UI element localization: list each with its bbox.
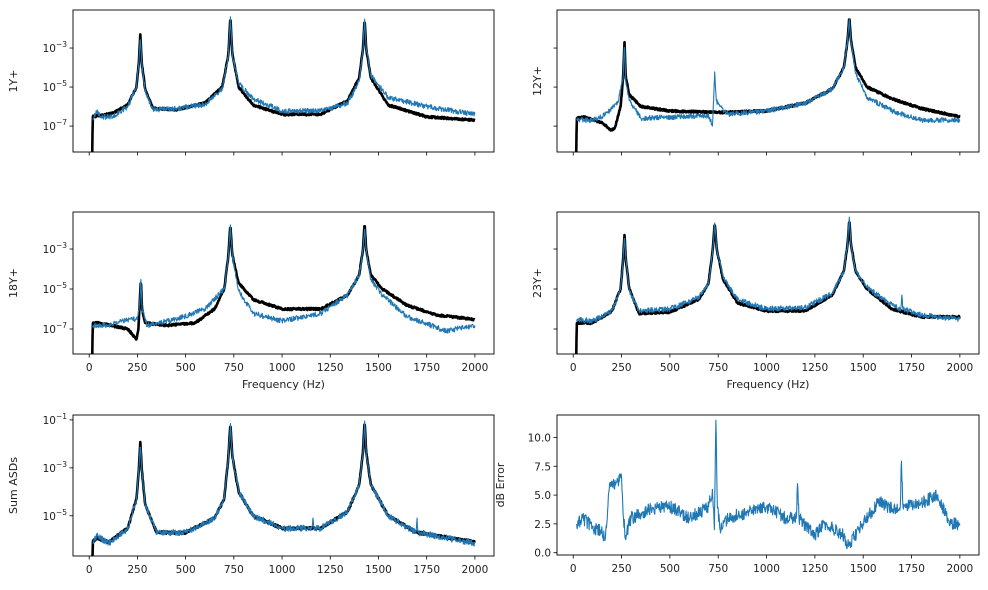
- x-tick-label: 1250: [802, 362, 829, 374]
- tick-base: 10: [43, 244, 56, 256]
- tick-exponent: −1: [56, 412, 67, 421]
- y-tick-label: 0.0: [534, 548, 551, 560]
- x-tick-label: 2000: [946, 362, 973, 374]
- tick-base: 10: [43, 43, 56, 55]
- y-tick-label: 10−7: [43, 118, 68, 133]
- x-tick-label: 1250: [802, 563, 829, 575]
- x-axis-label: Frequency (Hz): [727, 378, 810, 391]
- x-tick-label: 750: [224, 362, 244, 374]
- y-tick-label: 10−3: [43, 40, 68, 55]
- x-tick-label: 500: [660, 563, 680, 575]
- tick-exponent: −5: [56, 281, 67, 290]
- x-tick-label: 1500: [850, 362, 877, 374]
- tick-exponent: −5: [56, 79, 67, 88]
- axes-frame: [556, 211, 980, 355]
- x-tick-label: 0: [86, 362, 93, 374]
- tick-exponent: −3: [56, 241, 67, 250]
- x-tick-label: 750: [708, 362, 728, 374]
- x-tick-label: 1750: [413, 362, 440, 374]
- x-tick-label: 1000: [269, 564, 296, 576]
- x-axis-label: Frequency (Hz): [242, 378, 325, 391]
- x-tick-label: 500: [660, 362, 680, 374]
- x-tick-label: 250: [612, 563, 632, 575]
- y-axis-label: 23Y+: [531, 268, 544, 298]
- subplot-5: 0 250 500 750 1000 1250 1500 1750 200010−110−310…: [7, 412, 495, 576]
- x-tick-label: 1000: [753, 563, 780, 575]
- tick-exponent: −3: [56, 460, 67, 469]
- x-tick-label: 1500: [365, 564, 392, 576]
- axes-frame: [72, 211, 495, 355]
- tick-exponent: −5: [56, 508, 67, 517]
- tick-base: 10: [43, 463, 56, 475]
- series-line-blue: [92, 16, 476, 121]
- subplot-4: 0 250 500 750 1000 1250 1500 1750 2000 23Y+ Freque…: [531, 211, 980, 391]
- tick-base: 10: [43, 121, 56, 133]
- series-line-blue: [576, 216, 961, 324]
- x-tick-label: 1500: [850, 563, 877, 575]
- tick-base: 10: [43, 324, 56, 336]
- y-tick-label: 10.0: [528, 432, 551, 444]
- x-tick-label: 500: [176, 362, 196, 374]
- series-line-black: [90, 19, 476, 152]
- x-tick-label: 0: [86, 564, 93, 576]
- x-tick-label: 1000: [269, 362, 296, 374]
- y-tick-label: 10−1: [43, 412, 68, 427]
- axes-frame: [72, 9, 495, 153]
- x-tick-label: 750: [224, 564, 244, 576]
- tick-base: 10: [43, 415, 56, 427]
- x-tick-label: 500: [176, 564, 196, 576]
- x-tick-label: 2000: [946, 563, 973, 575]
- y-axis-label: Sum ASDs: [7, 457, 20, 514]
- x-tick-label: 1000: [753, 362, 780, 374]
- tick-exponent: −7: [56, 118, 67, 127]
- x-tick-label: 250: [127, 362, 147, 374]
- tick-base: 10: [43, 82, 56, 94]
- y-tick-label: 10−3: [43, 241, 68, 256]
- y-tick-label: 10−5: [43, 79, 68, 94]
- y-axis-label: 1Y+: [7, 70, 20, 93]
- series-line-blue: [576, 18, 961, 127]
- y-axis-label: 18Y+: [7, 268, 20, 298]
- series-line-blue: [576, 419, 961, 550]
- tick-exponent: −7: [56, 321, 67, 330]
- y-axis-label: dB Error: [494, 462, 507, 507]
- y-tick-label: 10−5: [43, 281, 68, 296]
- y-axis-label: 12Y+: [531, 66, 544, 96]
- x-tick-label: 2000: [462, 362, 489, 374]
- y-tick-label: 2.5: [534, 519, 551, 531]
- subplot-1: 10−310−510−71Y+: [7, 9, 495, 156]
- subplot-2: 12Y+: [531, 9, 980, 156]
- x-tick-label: 0: [570, 362, 577, 374]
- tick-base: 10: [43, 511, 56, 523]
- x-tick-label: 750: [708, 563, 728, 575]
- tick-exponent: −3: [56, 40, 67, 49]
- series-line-black: [574, 18, 961, 152]
- y-tick-label: 10−5: [43, 508, 68, 523]
- subplot-3: 0 250 500 750 1000 1250 1500 1750 200010−310−510…: [7, 211, 495, 391]
- y-tick-label: 5.0: [534, 490, 551, 502]
- x-tick-label: 1750: [898, 563, 925, 575]
- subplot-6: 0 250 500 750 1000 1250 1500 1750 2000 0.0 2.5 5.0 7…: [494, 414, 980, 575]
- x-tick-label: 250: [127, 564, 147, 576]
- axes-frame: [556, 414, 980, 556]
- axes-frame: [72, 414, 495, 557]
- axes-frame: [556, 9, 980, 153]
- x-tick-label: 2000: [462, 564, 489, 576]
- x-tick-label: 1250: [317, 362, 344, 374]
- y-tick-label: 10−7: [43, 321, 68, 336]
- series-line-black: [90, 225, 476, 354]
- x-tick-label: 1750: [898, 362, 925, 374]
- tick-base: 10: [43, 284, 56, 296]
- x-tick-label: 250: [612, 362, 632, 374]
- y-tick-label: 7.5: [534, 461, 551, 473]
- x-tick-label: 0: [570, 563, 577, 575]
- x-tick-label: 1250: [317, 564, 344, 576]
- series-line-blue: [92, 224, 476, 334]
- x-tick-label: 1500: [365, 362, 392, 374]
- series-line-blue: [92, 420, 476, 547]
- x-tick-label: 1750: [413, 564, 440, 576]
- y-tick-label: 10−3: [43, 460, 68, 475]
